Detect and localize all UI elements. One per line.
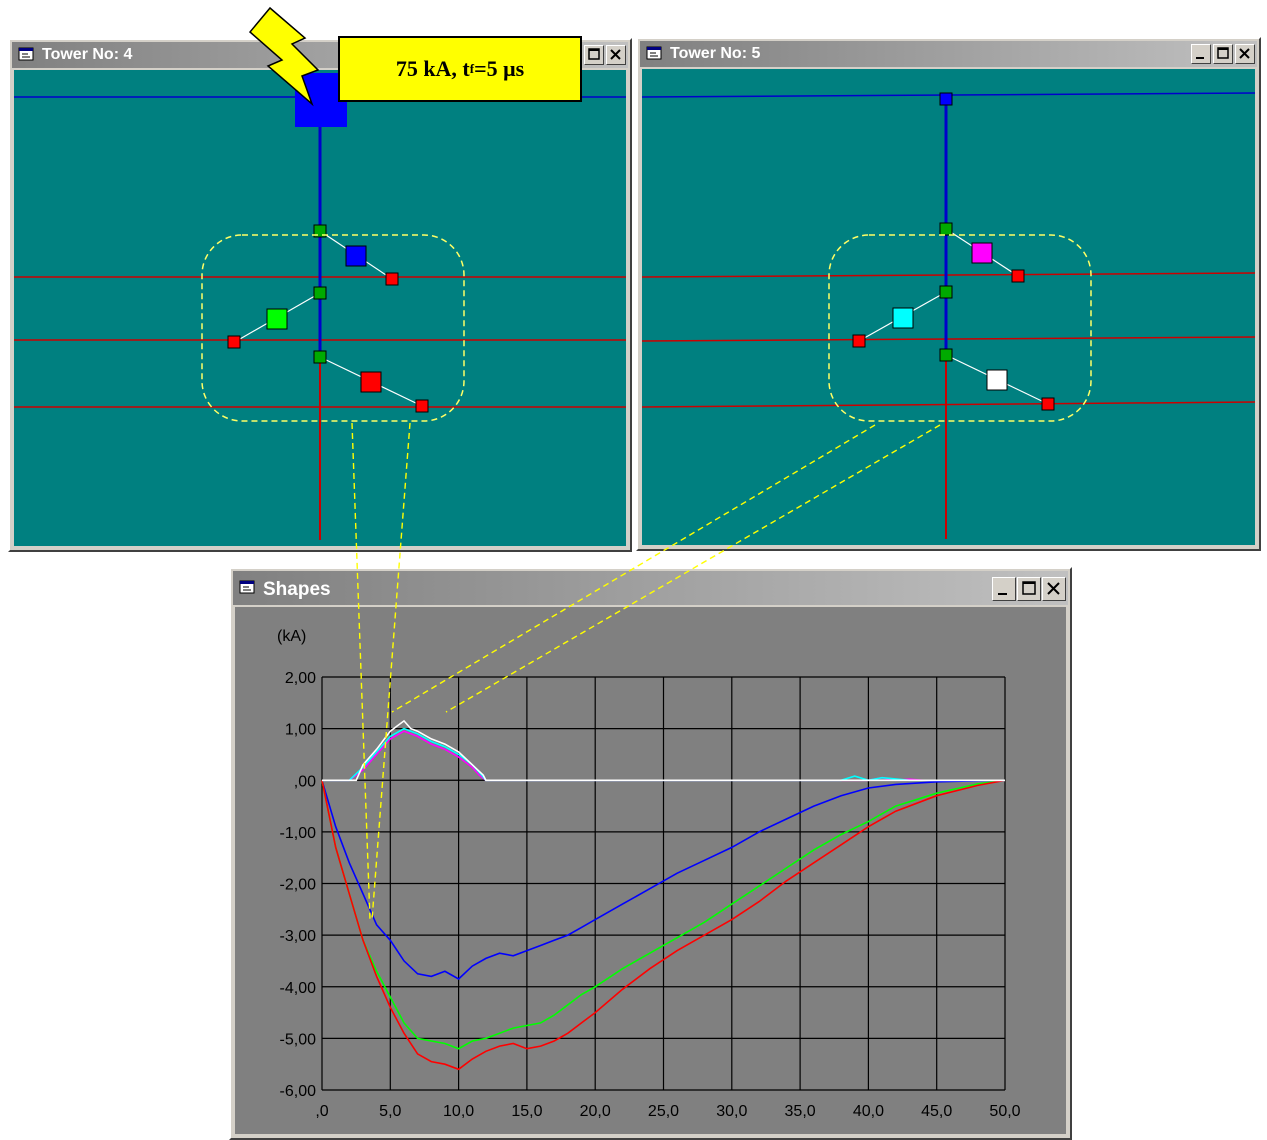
- junction-node[interactable]: [939, 222, 953, 236]
- x-tick-label: 15,0: [511, 1103, 542, 1120]
- tower4-maximize-button[interactable]: [584, 45, 604, 65]
- shapes-chart-area: (kA) ,0 5,0 10,0 15,0 20,0 25,0 30,0 35,0 40,0 45…: [235, 607, 1066, 1134]
- y-tick-label: -3,00: [280, 928, 317, 945]
- series-line: [321, 779, 1006, 1071]
- y-tick-label: -5,00: [280, 1031, 317, 1048]
- shapes-window: Shapes (kA) ,0 5,0 10,0 15,0 20,0 25,0 30,0 35,…: [229, 567, 1072, 1140]
- y-tick-label: -4,00: [280, 980, 317, 997]
- shapes-minimize-button[interactable]: [992, 577, 1016, 601]
- x-tick-label: ,0: [315, 1103, 328, 1120]
- phase-wire-lower: [642, 401, 1255, 408]
- shapes-chart: (kA) ,0 5,0 10,0 15,0 20,0 25,0 30,0 35,0 40,0 45…: [277, 628, 1021, 1120]
- x-tick-label: 20,0: [580, 1103, 611, 1120]
- x-tick-label: 30,0: [716, 1103, 747, 1120]
- y-tick-label: -1,00: [280, 825, 317, 842]
- tower5-titlebar[interactable]: Tower No: 5: [640, 41, 1257, 67]
- x-tick-label: 40,0: [853, 1103, 884, 1120]
- y-tick-label: -2,00: [280, 877, 317, 894]
- upper-phase-marker[interactable]: [345, 245, 367, 267]
- y-axis-unit-label: (kA): [277, 628, 306, 645]
- phase-wire-middle: [642, 336, 1255, 342]
- lower-phase-marker[interactable]: [360, 371, 382, 393]
- x-tick-label: 45,0: [921, 1103, 952, 1120]
- window-icon: [18, 47, 34, 61]
- minimize-icon: [998, 593, 1007, 595]
- tower5-maximize-button[interactable]: [1213, 44, 1233, 64]
- shapes-title: Shapes: [263, 579, 331, 600]
- callout-subscript: f: [469, 61, 475, 76]
- wire-node[interactable]: [415, 399, 429, 413]
- x-tick-label: 5,0: [379, 1103, 401, 1120]
- junction-node[interactable]: [313, 224, 327, 238]
- tower5-canvas: [642, 69, 1255, 545]
- junction-node[interactable]: [939, 285, 953, 299]
- wire-node[interactable]: [1011, 269, 1025, 283]
- y-tick-label: 1,00: [285, 722, 316, 739]
- y-tick-label: -6,00: [280, 1083, 317, 1100]
- wire-node[interactable]: [852, 334, 866, 348]
- middle-phase-marker[interactable]: [892, 307, 914, 329]
- window-icon: [239, 580, 255, 594]
- tower4-window: Tower No: 4: [8, 38, 632, 552]
- x-tick-label: 25,0: [648, 1103, 679, 1120]
- tower5-close-button[interactable]: [1235, 44, 1255, 64]
- junction-node[interactable]: [313, 350, 327, 364]
- wire-node[interactable]: [1041, 397, 1055, 411]
- shapes-titlebar[interactable]: Shapes: [233, 571, 1068, 605]
- tower4-canvas: [14, 70, 626, 546]
- series-line: [321, 779, 1006, 1050]
- callout-tail: =5 μs: [474, 56, 525, 81]
- x-tick-label: 35,0: [785, 1103, 816, 1120]
- selection-boundary: [828, 234, 1092, 422]
- maximize-icon: [588, 48, 600, 60]
- junction-node[interactable]: [939, 348, 953, 362]
- close-icon: [610, 49, 621, 60]
- maximize-icon: [1022, 581, 1036, 595]
- tower4-title: Tower No: 4: [42, 46, 133, 63]
- callout-value: 75 kA, t: [395, 56, 470, 81]
- lower-phase-marker[interactable]: [986, 369, 1008, 391]
- shield-node[interactable]: [939, 92, 953, 106]
- x-tick-label: 10,0: [443, 1103, 474, 1120]
- series-line: [321, 779, 1006, 980]
- wire-node[interactable]: [385, 272, 399, 286]
- window-icon: [646, 46, 662, 60]
- close-icon: [1047, 582, 1060, 595]
- junction-node[interactable]: [313, 286, 327, 300]
- phase-wire-upper: [642, 272, 1255, 278]
- wire-node[interactable]: [227, 335, 241, 349]
- tower5-window: Tower No: 5: [636, 37, 1261, 551]
- middle-phase-marker[interactable]: [266, 308, 288, 330]
- shapes-maximize-button[interactable]: [1017, 577, 1041, 601]
- shapes-close-button[interactable]: [1042, 577, 1066, 601]
- selection-boundary: [201, 234, 465, 422]
- minimize-icon: [1196, 57, 1204, 59]
- upper-phase-marker[interactable]: [971, 242, 993, 264]
- tower5-minimize-button[interactable]: [1191, 44, 1211, 64]
- tower5-title: Tower No: 5: [670, 45, 761, 62]
- x-tick-label: 50,0: [989, 1103, 1020, 1120]
- y-tick-label: 2,00: [285, 670, 316, 687]
- maximize-icon: [1217, 47, 1229, 59]
- close-icon: [1239, 48, 1250, 59]
- y-tick-label: ,00: [294, 773, 316, 790]
- strike-callout: 75 kA, t f =5 μs: [338, 36, 582, 102]
- tower4-close-button[interactable]: [606, 45, 626, 65]
